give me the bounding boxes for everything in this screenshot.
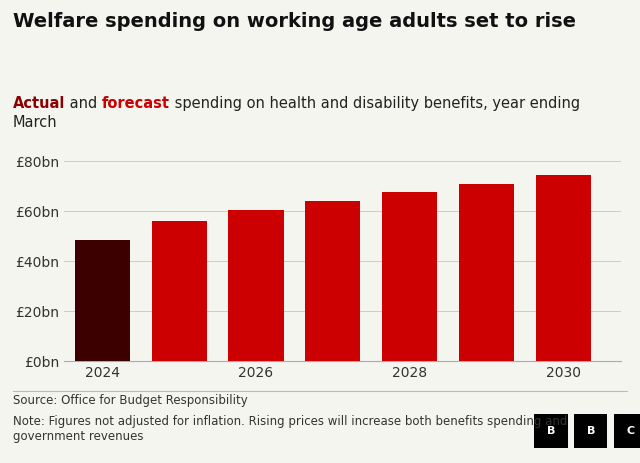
Text: Actual: Actual xyxy=(13,96,65,111)
Text: forecast: forecast xyxy=(102,96,170,111)
Bar xyxy=(536,175,591,361)
Text: B: B xyxy=(547,426,556,436)
Text: spending on health and disability benefits, year ending: spending on health and disability benefi… xyxy=(170,96,580,111)
Text: B: B xyxy=(586,426,595,436)
Text: March: March xyxy=(13,115,58,130)
Bar xyxy=(75,240,130,361)
Bar xyxy=(228,210,284,361)
Text: C: C xyxy=(627,426,634,436)
Text: Note: Figures not adjusted for inflation. Rising prices will increase both benef: Note: Figures not adjusted for inflation… xyxy=(13,415,567,443)
Text: Welfare spending on working age adults set to rise: Welfare spending on working age adults s… xyxy=(13,12,576,31)
Bar xyxy=(305,201,360,361)
Bar xyxy=(152,221,207,361)
Text: and: and xyxy=(65,96,102,111)
Bar xyxy=(459,183,514,361)
Bar xyxy=(382,192,437,361)
Text: Source: Office for Budget Responsibility: Source: Office for Budget Responsibility xyxy=(13,394,248,407)
